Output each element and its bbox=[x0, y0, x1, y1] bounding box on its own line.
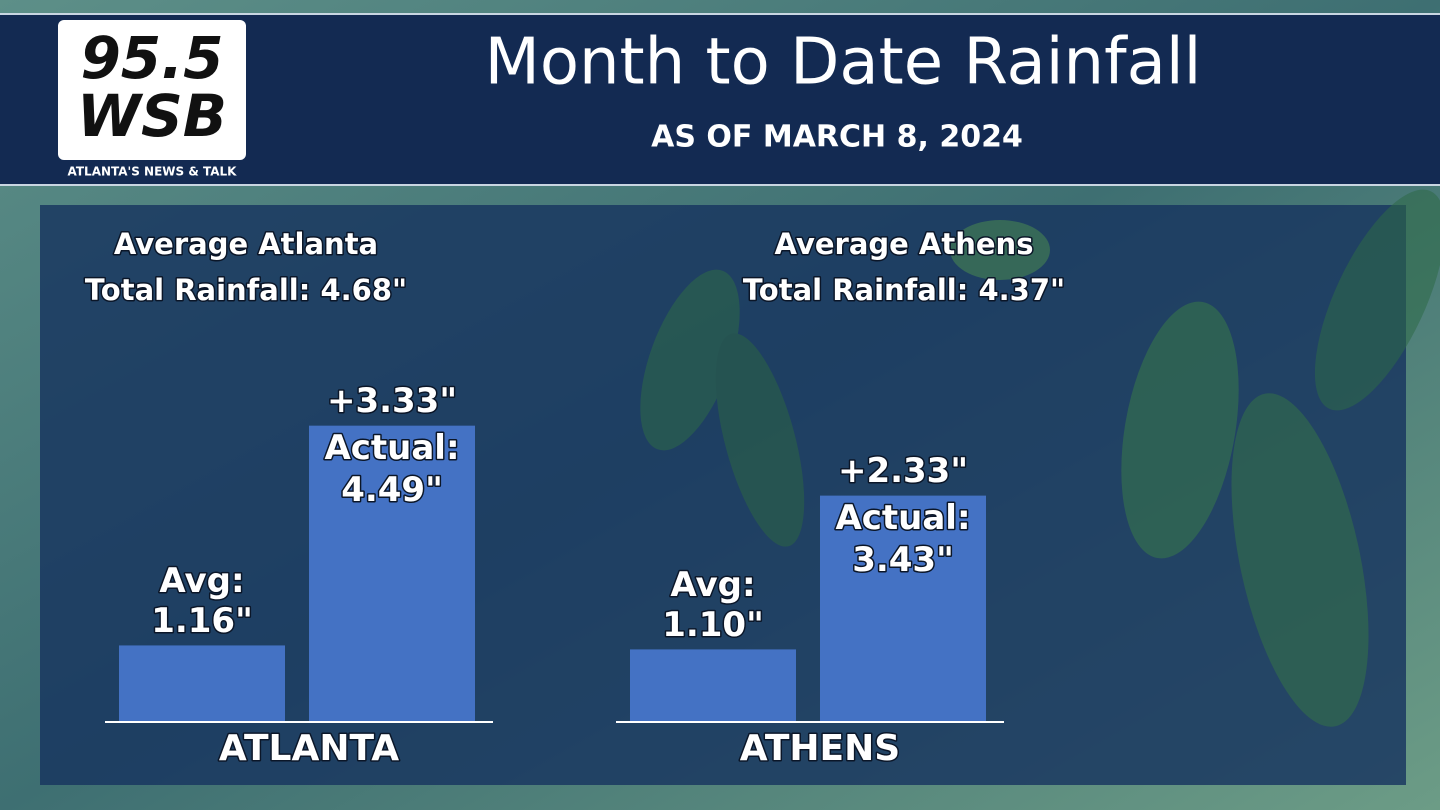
bar bbox=[309, 425, 475, 722]
group-title: Average Atlanta bbox=[114, 227, 378, 261]
value-label: 3.43" bbox=[852, 540, 954, 580]
x-label: ATHENS bbox=[740, 728, 900, 769]
logo-text: WSB bbox=[77, 82, 227, 150]
x-label: ATLANTA bbox=[219, 728, 399, 769]
group-subtitle: Total Rainfall: 4.68" bbox=[85, 273, 407, 307]
title: Month to Date Rainfall bbox=[485, 26, 1202, 100]
bar bbox=[119, 645, 285, 722]
logo-text: 95.5 bbox=[80, 24, 223, 92]
logo-box bbox=[58, 20, 246, 160]
category-label: Actual: bbox=[835, 498, 970, 538]
group-title: Average Athens bbox=[775, 227, 1034, 261]
category-label: Avg: bbox=[670, 565, 755, 605]
leaves bbox=[640, 189, 1440, 727]
annotation: +3.33" bbox=[327, 381, 457, 421]
value-label: 4.49" bbox=[341, 470, 443, 510]
bar bbox=[630, 649, 796, 722]
group-subtitle: Total Rainfall: 4.37" bbox=[743, 273, 1065, 307]
annotation: +2.33" bbox=[838, 451, 968, 491]
category-label: Actual: bbox=[324, 428, 459, 468]
category-label: Avg: bbox=[159, 561, 244, 601]
value-label: 1.16" bbox=[151, 601, 253, 641]
value-label: 1.10" bbox=[662, 605, 764, 645]
bar bbox=[820, 495, 986, 722]
logo-tagline: ATLANTA'S NEWS & TALK bbox=[68, 165, 238, 179]
subtitle: AS OF MARCH 8, 2024 bbox=[651, 120, 1023, 155]
